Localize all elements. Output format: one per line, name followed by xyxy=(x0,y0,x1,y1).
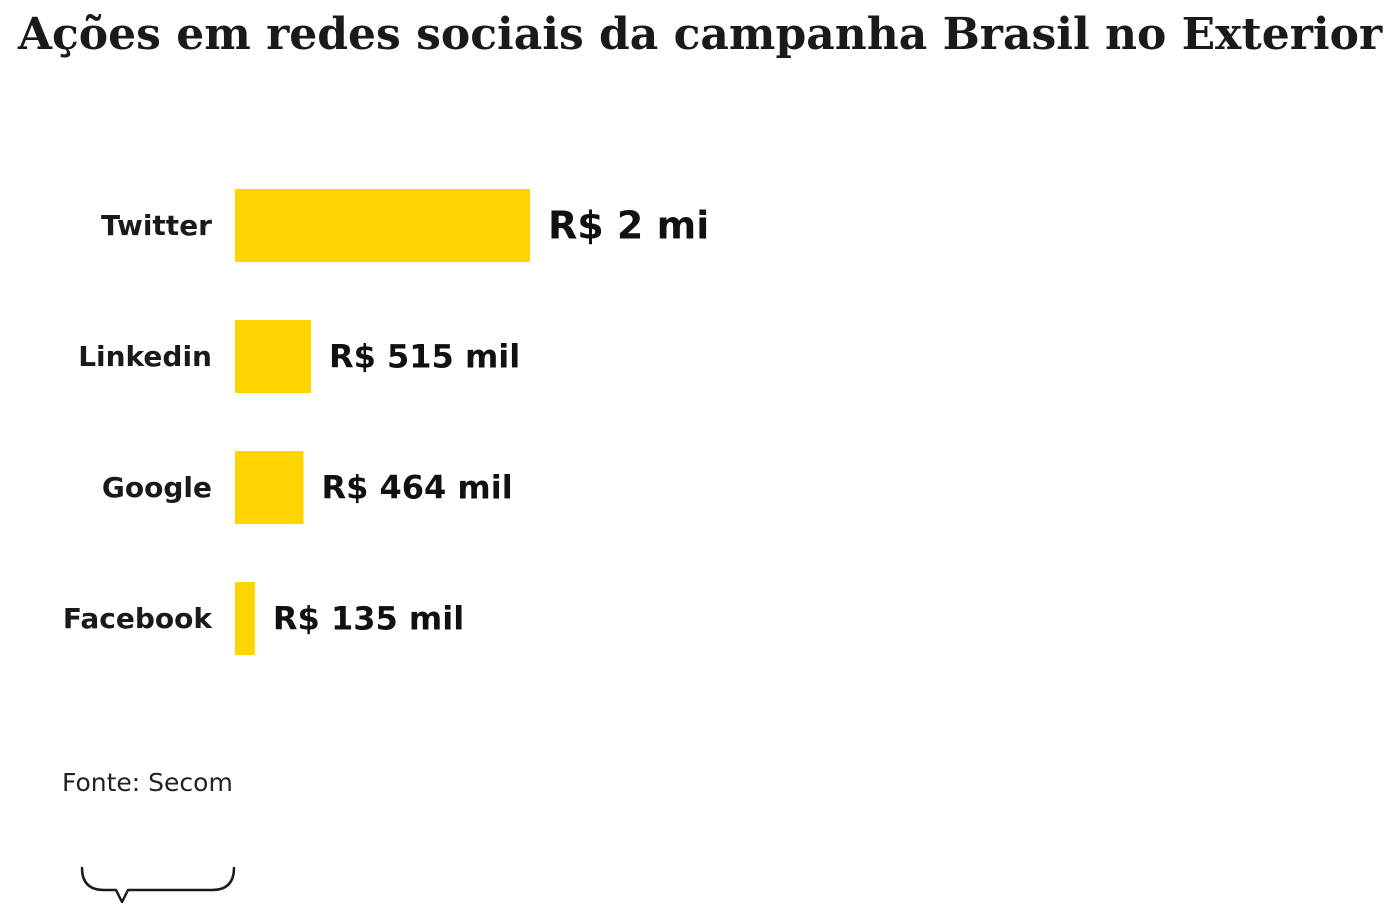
category-label-twitter: Twitter xyxy=(101,209,212,242)
bar-twitter xyxy=(235,189,530,262)
value-label-google: R$ 464 mil xyxy=(321,469,512,507)
value-label-linkedin: R$ 515 mil xyxy=(329,338,520,376)
bar-linkedin xyxy=(235,320,311,393)
value-label-facebook: R$ 135 mil xyxy=(273,600,464,638)
chart-title: Ações em redes sociais da campanha Brasi… xyxy=(17,9,1383,60)
category-label-linkedin: Linkedin xyxy=(78,340,212,373)
category-label-facebook: Facebook xyxy=(63,602,213,635)
source-note: Fonte: Secom xyxy=(62,768,233,797)
bars-layer: Twitter R$ 2 mi Linkedin R$ 515 mil Google R$… xyxy=(63,189,709,655)
category-label-google: Google xyxy=(102,471,212,504)
bar-google xyxy=(235,451,304,524)
speech-bubble-logo-icon xyxy=(80,866,236,904)
value-label-twitter: R$ 2 mi xyxy=(548,204,709,248)
bar-facebook xyxy=(235,582,255,655)
